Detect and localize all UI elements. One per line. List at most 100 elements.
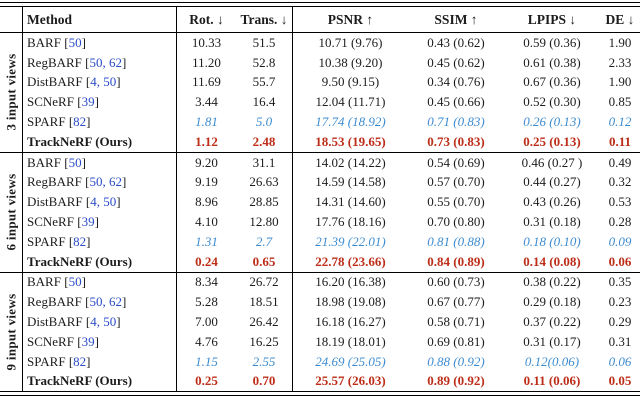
psnr-value-cell: 16.18 (16.27) [292,312,408,332]
ssim-value-cell: 0.43 (0.62) [427,34,485,50]
ssim-value-cell: 0.70 (0.80) [427,214,485,230]
citation-open-bracket: [ [60,274,69,290]
rot-value-cell: 11.69 [176,72,236,93]
citation-open-bracket: [ [73,214,82,230]
citation-close-bracket: ] [116,194,121,210]
citation-link[interactable]: 39 [81,333,95,349]
de-value-cell: 0.12 [608,114,632,130]
citation-open-bracket: [ [65,233,74,249]
psnr-value-cell: 12.04 (11.71) [292,92,408,113]
method-cell-regbarf: RegBARF [50, 62] [22,52,176,73]
citation-open-bracket: [ [60,154,69,170]
citation-link[interactable]: 4, 50 [90,74,117,90]
col-header-depth-error: DE ↓ [605,11,635,27]
de-value-cell: 2.33 [608,54,632,70]
psnr-value-cell: 21.39 (22.01) [292,231,408,252]
de-value-cell: 0.23 [608,294,632,310]
de-value-cell: 0.28 [608,214,632,230]
ssim-value-cell: 0.34 (0.76) [427,74,485,90]
citation-link[interactable]: 39 [81,94,95,110]
psnr-value-cell: 9.50 (9.15) [292,72,408,93]
rot-value-cell: 1.81 [176,112,236,132]
rot-value-cell: 1.31 [176,231,236,252]
de-value-cell: 0.11 [608,133,632,149]
citation-link[interactable]: 50, 62 [89,174,123,190]
de-value-cell: 0.35 [608,274,632,290]
method-name: BARF [27,34,61,50]
rot-value-cell: 5.28 [176,292,236,313]
table-section-3: 9 input views BARF [50] 8.34 26.72 16.20 (16… [0,272,640,392]
citation-link[interactable]: 82 [73,353,87,369]
trans-value-cell: 16.4 [252,94,276,110]
ssim-value-cell: 0.73 (0.83) [427,133,485,149]
ssim-value-cell: 0.88 (0.92) [427,353,485,369]
method-name: SCNeRF [27,214,74,230]
citation-link[interactable]: 50 [68,274,82,290]
citation-close-bracket: ] [122,294,127,310]
rot-value-cell: 0.25 [176,371,236,392]
lpips-value-cell: 0.29 (0.18) [523,294,581,310]
method-cell-distbarf: DistBARF [4, 50] [22,312,176,332]
psnr-value-cell: 17.76 (18.16) [292,212,408,232]
citation-link[interactable]: 4, 50 [90,314,117,330]
citation-link[interactable]: 50 [68,154,82,170]
lpips-value-cell: 0.26 (0.13) [523,114,581,130]
trans-value-cell: 31.1 [252,154,276,170]
trans-value-cell: 28.85 [249,194,279,210]
lpips-value-cell: 0.61 (0.38) [523,54,581,70]
trans-value-cell: 26.63 [249,174,279,190]
citation-link[interactable]: 39 [81,214,95,230]
trans-value-cell: 52.8 [252,54,276,70]
psnr-value-cell: 18.19 (18.01) [292,331,408,352]
de-value-cell: 0.53 [608,194,632,210]
rot-value-cell: 7.00 [176,312,236,332]
citation-open-bracket: [ [82,194,91,210]
de-value-cell: 0.31 [608,333,632,349]
rot-value-cell: 0.24 [176,251,236,272]
lpips-value-cell: 0.37 (0.22) [523,314,581,330]
trans-value-cell: 18.51 [249,294,279,310]
citation-link[interactable]: 82 [73,114,87,130]
ssim-value-cell: 0.54 (0.69) [427,154,485,170]
lpips-value-cell: 0.12(0.06) [524,353,580,369]
rot-value-cell: 1.15 [176,351,236,372]
bottom-rule [0,391,640,397]
rot-value-cell: 11.20 [176,52,236,73]
citation-close-bracket: ] [94,333,99,349]
citation-open-bracket: [ [73,333,82,349]
de-value-cell: 0.32 [608,174,632,190]
citation-open-bracket: [ [82,74,91,90]
lpips-value-cell: 0.38 (0.22) [523,274,581,290]
psnr-value-cell: 10.38 (9.20) [292,52,408,73]
citation-close-bracket: ] [94,94,99,110]
method-name: TrackNeRF (Ours) [27,373,133,389]
lpips-value-cell: 0.18 (0.10) [523,233,581,249]
citation-link[interactable]: 50 [68,34,82,50]
citation-link[interactable]: 4, 50 [90,194,117,210]
table-section-2: 6 input views BARF [50] 9.20 31.1 14.02 (14.… [0,152,640,273]
lpips-value-cell: 0.14 (0.08) [523,253,581,269]
psnr-value-cell: 24.69 (25.05) [292,351,408,372]
top-rule [0,2,640,7]
psnr-value-cell: 22.78 (23.66) [292,251,408,272]
citation-open-bracket: [ [81,54,90,70]
method-cell-barf: BARF [50] [22,272,176,293]
de-value-cell: 1.90 [608,74,632,90]
lpips-value-cell: 0.11 (0.06) [523,373,581,389]
table-header-row: Method Rot. ↓ Trans. ↓ PSNR ↑ SSIM ↑ LPI… [0,7,640,33]
psnr-value-cell: 14.02 (14.22) [292,152,408,173]
citation-link[interactable]: 50, 62 [89,54,123,70]
citation-close-bracket: ] [81,274,86,290]
ssim-value-cell: 0.45 (0.66) [427,94,485,110]
rot-value-cell: 8.96 [176,192,236,213]
citation-link[interactable]: 50, 62 [89,294,123,310]
col-header-psnr: PSNR ↑ [292,7,408,32]
citation-link[interactable]: 82 [73,233,87,249]
method-name: RegBARF [27,294,82,310]
rot-value-cell: 4.10 [176,212,236,232]
psnr-value-cell: 17.74 (18.92) [292,112,408,132]
rot-value-cell: 3.44 [176,92,236,113]
col-header-translation: Trans. ↓ [240,11,288,27]
trans-value-cell: 55.7 [252,74,276,90]
rot-value-cell: 10.33 [176,33,236,53]
